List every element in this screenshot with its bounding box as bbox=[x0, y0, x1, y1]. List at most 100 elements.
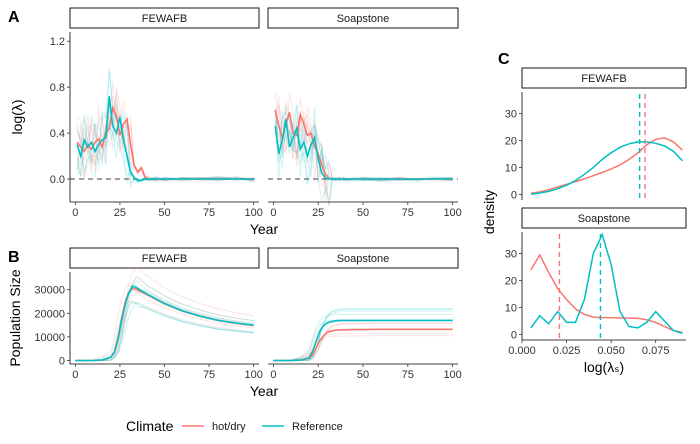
facet-label-soapstone: Soapstone bbox=[337, 13, 390, 25]
x-axis-title: log(λₛ) bbox=[584, 359, 624, 375]
plot-area-fewafb bbox=[70, 32, 259, 202]
replicate-line-hot-dry bbox=[273, 322, 453, 361]
x-tick-label: 0 bbox=[72, 207, 78, 219]
series-line-fewafb-reference bbox=[76, 96, 254, 181]
panel-c-density: FEWAFB 0 10 20 30 Soapstone 0 10 20 30 0.000 0.025 0… bbox=[481, 67, 687, 375]
facet-strip bbox=[521, 207, 687, 229]
density-curve-soapstone-hot-dry bbox=[530, 253, 683, 334]
replicate-line-hot-dry bbox=[75, 293, 254, 361]
series-line-soapstone-reference bbox=[273, 319, 453, 362]
replicate-line-reference bbox=[273, 310, 453, 361]
plot-area-soapstone bbox=[268, 32, 458, 202]
legend-label-hot-dry: hot/dry bbox=[212, 421, 246, 433]
legend: Climate hot/dry Reference bbox=[126, 418, 343, 434]
facet-label-soapstone: Soapstone bbox=[578, 213, 631, 225]
y-tick-label: 30000 bbox=[34, 285, 65, 297]
y-axis-title: density bbox=[481, 190, 497, 234]
y-tick-label: 0 bbox=[511, 330, 517, 342]
x-tick-label: 0.075 bbox=[642, 345, 670, 357]
series-line-fewafb-reference bbox=[75, 285, 254, 362]
x-axis-title: Year bbox=[250, 383, 279, 399]
x-tick-label: 75 bbox=[402, 369, 414, 381]
replicate-line-hot-dry bbox=[273, 332, 453, 361]
facet-strip bbox=[267, 7, 459, 29]
y-tick-label: 0.4 bbox=[50, 128, 65, 140]
facet-label-fewafb: FEWAFB bbox=[142, 253, 187, 265]
panel-a-log-lambda: FEWAFB 0 25 50 75 100 0.0 0.4 0.8 1.2 Soapstone 0 25… bbox=[9, 7, 462, 237]
x-tick-label: 100 bbox=[443, 369, 461, 381]
y-tick-label: 20 bbox=[505, 276, 517, 288]
y-axis-title: Population Size bbox=[7, 269, 23, 367]
x-tick-label: 0.000 bbox=[508, 345, 536, 357]
panel-letter-b: B bbox=[8, 249, 20, 266]
x-tick-label: 50 bbox=[357, 207, 369, 219]
facet-strip bbox=[521, 67, 687, 89]
replicate-line-reference bbox=[273, 308, 453, 361]
plot-area-fewafb bbox=[522, 92, 686, 200]
replicate-line-reference bbox=[273, 308, 453, 361]
panel-letter-a: A bbox=[8, 9, 20, 26]
replicate-line-reference bbox=[75, 302, 254, 361]
panel-letter-c: C bbox=[498, 51, 510, 68]
replicate-line-reference bbox=[274, 105, 453, 206]
replicate-line-hot-dry bbox=[75, 267, 254, 361]
x-tick-label: 25 bbox=[312, 369, 324, 381]
panel-b-population-size: FEWAFB 0 25 50 75 100 0 10000 20000 30000 Soapston… bbox=[7, 247, 462, 399]
y-tick-label: 0 bbox=[59, 355, 65, 367]
replicate-line-hot-dry bbox=[273, 322, 453, 361]
x-tick-label: 0.025 bbox=[553, 345, 581, 357]
replicate-line-hot-dry bbox=[75, 277, 254, 361]
legend-label-reference: Reference bbox=[292, 421, 343, 433]
legend-title: Climate bbox=[126, 418, 174, 434]
y-tick-label: 0.8 bbox=[50, 82, 65, 94]
y-tick-label: 30 bbox=[505, 249, 517, 261]
y-tick-label: 20000 bbox=[34, 308, 65, 320]
facet-strip bbox=[69, 7, 260, 29]
x-tick-label: 50 bbox=[158, 369, 170, 381]
y-tick-label: 10 bbox=[505, 303, 517, 315]
facet-strip bbox=[267, 247, 459, 269]
replicate-line-reference bbox=[273, 313, 453, 361]
x-tick-label: 50 bbox=[158, 207, 170, 219]
x-tick-label: 100 bbox=[244, 207, 262, 219]
facet-strip bbox=[69, 247, 260, 269]
x-tick-label: 75 bbox=[203, 207, 215, 219]
series-line-soapstone-reference bbox=[274, 119, 453, 180]
replicate-line-reference bbox=[76, 121, 254, 183]
x-tick-label: 0 bbox=[270, 207, 276, 219]
replicate-line-reference bbox=[76, 70, 254, 183]
facet-label-soapstone: Soapstone bbox=[337, 253, 390, 265]
x-tick-label: 100 bbox=[443, 207, 461, 219]
x-tick-label: 25 bbox=[114, 207, 126, 219]
x-tick-label: 0 bbox=[72, 369, 78, 381]
x-tick-label: 0 bbox=[270, 369, 276, 381]
x-tick-label: 25 bbox=[312, 207, 324, 219]
y-tick-label: 10000 bbox=[34, 332, 65, 344]
y-axis-title: log(λ) bbox=[9, 99, 25, 134]
replicate-line-reference bbox=[75, 300, 254, 361]
density-curve-fewafb-reference bbox=[530, 141, 683, 195]
x-tick-label: 100 bbox=[244, 369, 262, 381]
y-tick-label: 20 bbox=[505, 136, 517, 148]
density-curve-fewafb-hot-dry bbox=[530, 137, 683, 195]
y-tick-label: 30 bbox=[505, 109, 517, 121]
x-tick-label: 75 bbox=[203, 369, 215, 381]
y-tick-label: 0.0 bbox=[50, 174, 65, 186]
facet-label-fewafb: FEWAFB bbox=[142, 13, 187, 25]
y-tick-label: 0 bbox=[511, 190, 517, 202]
plot-area-soapstone bbox=[522, 232, 686, 340]
x-tick-label: 50 bbox=[357, 369, 369, 381]
density-curve-soapstone-reference bbox=[530, 232, 683, 335]
y-tick-label: 10 bbox=[505, 163, 517, 175]
plot-area-soapstone bbox=[268, 272, 458, 364]
x-tick-label: 25 bbox=[114, 369, 126, 381]
x-tick-label: 0.050 bbox=[597, 345, 625, 357]
x-axis-title: Year bbox=[250, 221, 279, 237]
y-tick-label: 1.2 bbox=[50, 36, 65, 48]
x-tick-label: 75 bbox=[402, 207, 414, 219]
replicate-line-reference bbox=[75, 275, 254, 361]
replicate-line-reference bbox=[75, 280, 254, 361]
plot-area-fewafb bbox=[70, 272, 259, 364]
facet-label-fewafb: FEWAFB bbox=[581, 73, 626, 85]
